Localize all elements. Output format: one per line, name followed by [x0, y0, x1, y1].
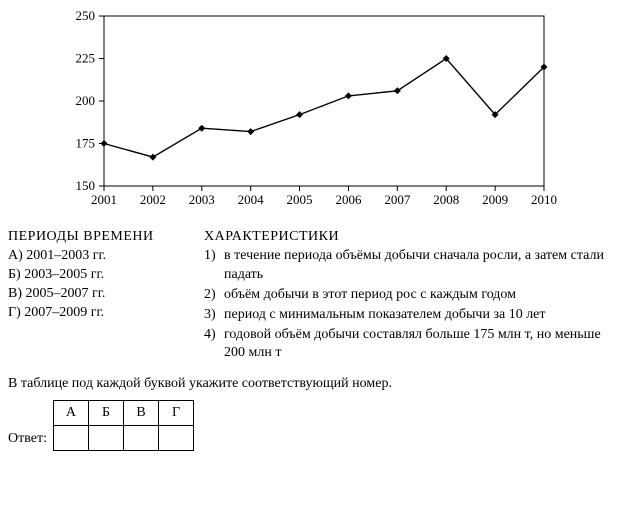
y-tick-label: 175 [76, 136, 96, 151]
characteristic-number: 1) [204, 247, 224, 285]
characteristic-text: период с минимальным показателем добычи … [224, 306, 610, 325]
period-text: 2001–2003 гг. [23, 248, 106, 263]
characteristic-text: годовой объём добычи составлял больше 17… [224, 326, 610, 364]
characteristic-number: 4) [204, 326, 224, 364]
chart-container: 150 175 200 225 250 2001 2002 2003 2004 2005 2006 2… [58, 8, 610, 223]
x-tick-label: 2010 [531, 192, 557, 207]
data-line [104, 59, 544, 158]
answer-input-cell[interactable] [88, 426, 123, 451]
x-tick-label: 2004 [238, 192, 265, 207]
period-text: 2005–2007 гг. [22, 286, 105, 301]
answer-input-cell[interactable] [53, 426, 88, 451]
characteristics-list: 1)в течение периода объёмы добычи сначал… [204, 247, 610, 363]
answer-input-cell[interactable] [158, 426, 193, 451]
instruction-text: В таблице под каждой буквой укажите соот… [8, 376, 610, 392]
periods-list: А) 2001–2003 гг.Б) 2003–2005 гг.В) 2005–… [8, 247, 188, 323]
data-marker [345, 92, 352, 99]
y-tick-label: 150 [76, 178, 96, 193]
x-tick-label: 2007 [384, 192, 411, 207]
line-chart: 150 175 200 225 250 2001 2002 2003 2004 2005 2006 2… [58, 8, 558, 218]
data-marker [101, 140, 108, 147]
periods-title: ПЕРИОДЫ ВРЕМЕНИ [8, 229, 188, 245]
x-tick-label: 2008 [433, 192, 459, 207]
x-tick-label: 2002 [140, 192, 166, 207]
answer-header-cell: Б [88, 401, 123, 426]
data-marker [296, 111, 303, 118]
content-columns: ПЕРИОДЫ ВРЕМЕНИ А) 2001–2003 гг.Б) 2003–… [8, 229, 610, 364]
characteristics-title: ХАРАКТЕРИСТИКИ [204, 229, 610, 245]
y-tick-label: 200 [76, 93, 96, 108]
answer-label: Ответ: [8, 431, 47, 451]
characteristic-number: 3) [204, 306, 224, 325]
y-tick-label: 225 [76, 51, 96, 66]
answer-header-cell: Г [158, 401, 193, 426]
characteristic-text: в течение периода объёмы добычи сначала … [224, 247, 610, 285]
answer-header-cell: А [53, 401, 88, 426]
period-item: В) 2005–2007 гг. [8, 285, 188, 304]
plot-border [104, 16, 544, 186]
x-tick-label: 2009 [482, 192, 508, 207]
answer-table: АБВГ [53, 400, 194, 451]
answer-block: Ответ: АБВГ [8, 400, 610, 451]
x-tick-label: 2001 [91, 192, 117, 207]
characteristics-column: ХАРАКТЕРИСТИКИ 1)в течение периода объём… [204, 229, 610, 364]
period-letter: А) [8, 248, 23, 263]
answer-header-cell: В [123, 401, 158, 426]
periods-column: ПЕРИОДЫ ВРЕМЕНИ А) 2001–2003 гг.Б) 2003–… [8, 229, 188, 364]
y-tick-label: 250 [76, 8, 96, 23]
period-text: 2003–2005 гг. [21, 267, 104, 282]
period-item: А) 2001–2003 гг. [8, 247, 188, 266]
period-item: Г) 2007–2009 гг. [8, 304, 188, 323]
x-tick-label: 2003 [189, 192, 215, 207]
data-marker [198, 125, 205, 132]
period-text: 2007–2009 гг. [21, 305, 104, 320]
characteristic-number: 2) [204, 286, 224, 305]
data-marker [149, 154, 156, 161]
period-letter: В) [8, 286, 22, 301]
period-letter: Б) [8, 267, 21, 282]
x-tick-label: 2006 [335, 192, 362, 207]
characteristic-item: 1)в течение периода объёмы добычи сначал… [204, 247, 610, 285]
characteristic-item: 3)период с минимальным показателем добыч… [204, 306, 610, 325]
characteristic-text: объём добычи в этот период рос с каждым … [224, 286, 610, 305]
period-item: Б) 2003–2005 гг. [8, 266, 188, 285]
characteristic-item: 2)объём добычи в этот период рос с кажды… [204, 286, 610, 305]
characteristic-item: 4)годовой объём добычи составлял больше … [204, 326, 610, 364]
x-tick-label: 2005 [287, 192, 313, 207]
data-marker [247, 128, 254, 135]
answer-input-cell[interactable] [123, 426, 158, 451]
period-letter: Г) [8, 305, 21, 320]
